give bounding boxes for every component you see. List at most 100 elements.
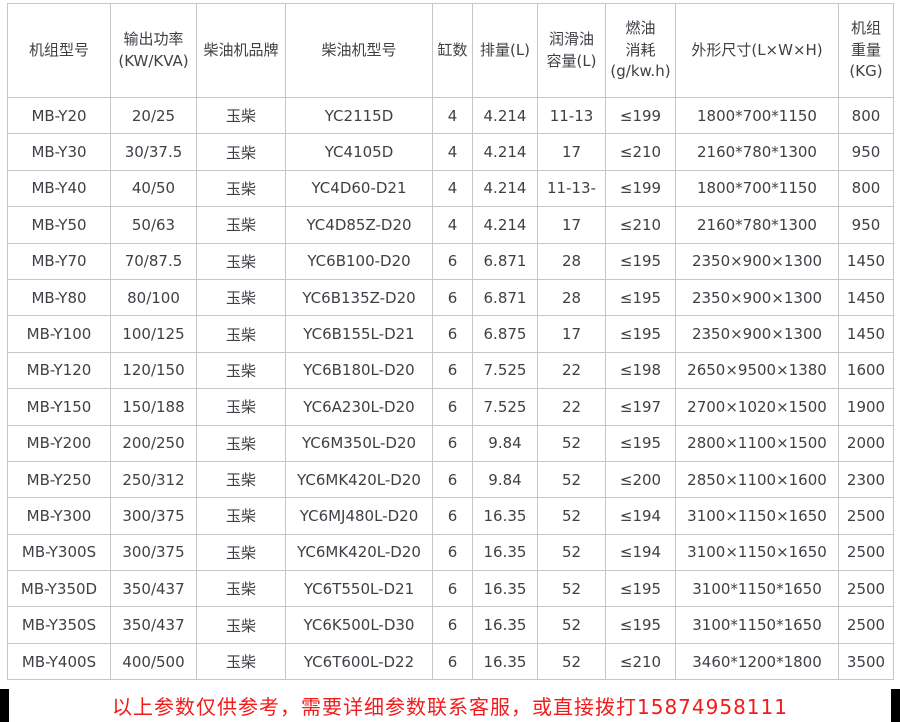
table-cell: 7.525 xyxy=(472,388,538,426)
table-cell: 1450 xyxy=(838,278,894,317)
table-cell: 1800*700*1150 xyxy=(675,96,839,135)
table-cell: MB-Y70 xyxy=(7,242,111,280)
table-cell: 52 xyxy=(537,497,606,535)
column-header: 排量(L) xyxy=(472,3,538,98)
table-cell: 2160*780*1300 xyxy=(675,133,839,171)
table-cell: 6 xyxy=(432,460,473,499)
table-cell: 玉柴 xyxy=(196,533,286,572)
table-cell: YC6A230L-D20 xyxy=(285,388,433,426)
table-row: MB-Y350D 350/437 玉柴 YC6T550L-D21 6 16.35 52 ≤19… xyxy=(7,570,894,608)
table-cell: YC6B135Z-D20 xyxy=(285,278,433,317)
table-cell: 2700×1020×1500 xyxy=(675,388,839,426)
table-cell: 6 xyxy=(432,533,473,572)
table-cell: 玉柴 xyxy=(196,424,286,462)
table-cell: 52 xyxy=(537,642,606,681)
table-cell: 950 xyxy=(838,206,894,244)
table-cell: 350/437 xyxy=(110,570,197,608)
table-cell: 6 xyxy=(432,315,473,353)
table-cell: 2300 xyxy=(838,460,894,499)
table-cell: ≤195 xyxy=(605,606,676,644)
table-cell: 4.214 xyxy=(472,206,538,244)
table-cell: 52 xyxy=(537,570,606,608)
table-cell: YC6B180L-D20 xyxy=(285,351,433,390)
table-cell: 20/25 xyxy=(110,96,197,135)
table-cell: 3460*1200*1800 xyxy=(675,642,839,681)
table-cell: 2500 xyxy=(838,533,894,572)
table-cell: ≤195 xyxy=(605,242,676,280)
table-cell: 4 xyxy=(432,206,473,244)
right-edge-bar xyxy=(891,689,900,722)
table-cell: ≤199 xyxy=(605,96,676,135)
table-cell: 52 xyxy=(537,533,606,572)
table-cell: 玉柴 xyxy=(196,351,286,390)
table-row: MB-Y200 200/250 玉柴 YC6M350L-D20 6 9.84 52 ≤195 2… xyxy=(7,424,894,462)
table-cell: 150/188 xyxy=(110,388,197,426)
table-cell: MB-Y300 xyxy=(7,497,111,535)
table-cell: 6 xyxy=(432,497,473,535)
table-cell: 6.871 xyxy=(472,278,538,317)
table-cell: ≤194 xyxy=(605,533,676,572)
table-cell: 6 xyxy=(432,424,473,462)
table-cell: 800 xyxy=(838,96,894,135)
table-cell: YC4105D xyxy=(285,133,433,171)
table-cell: 17 xyxy=(537,315,606,353)
table-cell: 16.35 xyxy=(472,570,538,608)
table-cell: 22 xyxy=(537,388,606,426)
table-cell: MB-Y50 xyxy=(7,206,111,244)
table-cell: 玉柴 xyxy=(196,96,286,135)
table-row: MB-Y50 50/63 玉柴 YC4D85Z-D20 4 4.214 17 ≤210 2160… xyxy=(7,206,894,244)
table-cell: 4 xyxy=(432,169,473,208)
footer-notice: 以上参数仅供参考，需要详细参数联系客服，或直接拨打15874958111 xyxy=(112,694,788,719)
table-cell: 2350×900×1300 xyxy=(675,278,839,317)
table-cell: 22 xyxy=(537,351,606,390)
table-cell: 40/50 xyxy=(110,169,197,208)
table-cell: MB-Y350S xyxy=(7,606,111,644)
table-cell: 9.84 xyxy=(472,424,538,462)
table-cell: MB-Y30 xyxy=(7,133,111,171)
table-cell: YC6B155L-D21 xyxy=(285,315,433,353)
table-cell: 200/250 xyxy=(110,424,197,462)
table-cell: YC6MK420L-D20 xyxy=(285,533,433,572)
table-cell: 7.525 xyxy=(472,351,538,390)
table-cell: MB-Y400S xyxy=(7,642,111,681)
table-cell: 玉柴 xyxy=(196,315,286,353)
table-cell: ≤195 xyxy=(605,424,676,462)
table-row: MB-Y30 30/37.5 玉柴 YC4105D 4 4.214 17 ≤210 2160*7… xyxy=(7,133,894,171)
table-cell: YC6MJ480L-D20 xyxy=(285,497,433,535)
table-cell: ≤210 xyxy=(605,642,676,681)
table-row: MB-Y400S 400/500 玉柴 YC6T600L-D22 6 16.35 52 ≤21… xyxy=(7,642,894,681)
table-cell: 1900 xyxy=(838,388,894,426)
table-cell: MB-Y40 xyxy=(7,169,111,208)
footer-band: 以上参数仅供参考，需要详细参数联系客服，或直接拨打15874958111 xyxy=(0,688,900,722)
table-cell: 6 xyxy=(432,642,473,681)
table-cell: 玉柴 xyxy=(196,133,286,171)
table-cell: 1450 xyxy=(838,315,894,353)
spec-table-body: MB-Y20 20/25 玉柴 YC2115D 4 4.214 11-13 ≤199 1800*… xyxy=(7,96,894,681)
table-cell: MB-Y250 xyxy=(7,460,111,499)
column-header: 机组 重量 (KG) xyxy=(838,3,894,98)
table-cell: 17 xyxy=(537,133,606,171)
table-cell: 2500 xyxy=(838,606,894,644)
table-cell: 11-13- xyxy=(537,169,606,208)
table-cell: 2000 xyxy=(838,424,894,462)
table-cell: 2800×1100×1500 xyxy=(675,424,839,462)
table-cell: 120/150 xyxy=(110,351,197,390)
table-cell: YC2115D xyxy=(285,96,433,135)
table-cell: YC6T600L-D22 xyxy=(285,642,433,681)
table-cell: 3100*1150*1650 xyxy=(675,606,839,644)
table-row: MB-Y80 80/100 玉柴 YC6B135Z-D20 6 6.871 28 ≤195 23… xyxy=(7,278,894,317)
table-cell: 28 xyxy=(537,278,606,317)
table-cell: 1800*700*1150 xyxy=(675,169,839,208)
table-cell: 4 xyxy=(432,96,473,135)
table-cell: 2500 xyxy=(838,570,894,608)
table-cell: 6 xyxy=(432,606,473,644)
table-cell: 11-13 xyxy=(537,96,606,135)
column-header: 柴油机型号 xyxy=(285,3,433,98)
table-cell: 6 xyxy=(432,570,473,608)
table-cell: YC6K500L-D30 xyxy=(285,606,433,644)
table-cell: 17 xyxy=(537,206,606,244)
header-row: 机组型号 输出功率 (KW/KVA) 柴油机品牌 柴油机型号 缸数 排量(L) 润滑油 容量… xyxy=(7,3,894,98)
table-cell: 52 xyxy=(537,424,606,462)
column-header: 柴油机品牌 xyxy=(196,3,286,98)
